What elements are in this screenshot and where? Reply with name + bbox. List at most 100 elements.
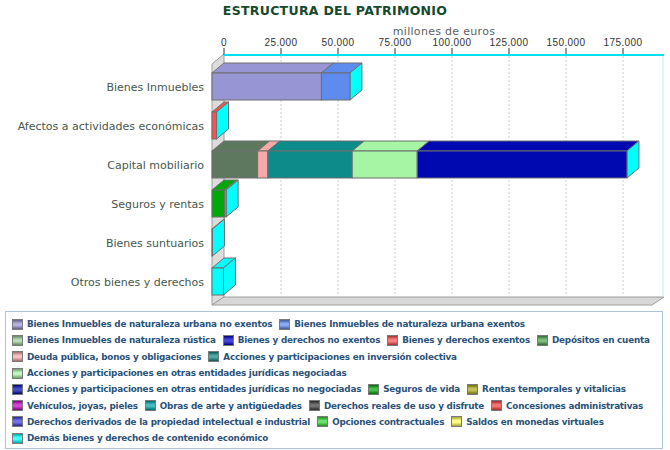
- bar-segment: [212, 268, 223, 295]
- x-tick-label: 150.000: [547, 37, 586, 48]
- legend-label: Demás bienes y derechos de contenido eco…: [27, 433, 268, 443]
- x-tick-label: 175.000: [604, 37, 643, 48]
- legend-label: Deuda pública, bonos y obligaciones: [27, 352, 201, 362]
- legend-swatch: [208, 351, 219, 362]
- legend-label: Obras de arte y antigüedades: [160, 401, 302, 411]
- legend-item: Demás bienes y derechos de contenido eco…: [12, 433, 268, 444]
- legend-row: Bienes Inmuebles de naturaleza rústica Bi…: [6, 332, 662, 348]
- category-label: Capital mobiliario: [107, 158, 204, 171]
- bar-segment: [212, 73, 321, 100]
- legend: Bienes Inmuebles de naturaleza urbana no…: [5, 311, 663, 449]
- legend-swatch: [12, 319, 23, 330]
- legend-swatch: [467, 384, 478, 395]
- legend-label: Concesiones administrativas: [506, 401, 643, 411]
- x-tick-label: 100.000: [433, 37, 472, 48]
- legend-item: Vehículos, joyas, pieles: [12, 400, 138, 411]
- legend-item: Bienes Inmuebles de naturaleza urbana no…: [12, 319, 272, 330]
- legend-row: Vehículos, joyas, pieles Obras de arte y …: [6, 397, 662, 413]
- legend-item: Derechos derivados de la propiedad intel…: [12, 416, 310, 427]
- legend-item: Seguros de vida: [368, 384, 460, 395]
- x-tick-label: 75.000: [379, 37, 412, 48]
- legend-label: Depósitos en cuenta: [552, 335, 650, 345]
- legend-swatch: [309, 400, 320, 411]
- legend-swatch: [451, 416, 462, 427]
- x-tick-label: 0: [221, 37, 227, 48]
- bar-segment: [417, 151, 627, 178]
- bar-segment: [321, 73, 350, 100]
- x-tick-label: 125.000: [490, 37, 529, 48]
- bar-segment: [225, 190, 227, 217]
- legend-item: Bienes Inmuebles de naturaleza urbana ex…: [279, 319, 525, 330]
- legend-row: Acciones y participaciones en otras enti…: [6, 381, 662, 397]
- legend-label: Derechos derivados de la propiedad intel…: [27, 417, 310, 427]
- legend-label: Bienes y derechos exentos: [402, 335, 530, 345]
- legend-swatch: [12, 400, 23, 411]
- legend-label: Bienes Inmuebles de naturaleza rústica: [27, 335, 216, 345]
- legend-label: Opciones contractuales: [332, 417, 444, 427]
- bar-segment: [268, 151, 352, 178]
- legend-swatch: [387, 335, 398, 346]
- category-label: Otros bienes y derechos: [71, 275, 204, 288]
- legend-label: Rentas temporales y vitalicias: [482, 384, 626, 394]
- legend-item: Bienes y derechos no exentos: [223, 335, 381, 346]
- legend-swatch: [491, 400, 502, 411]
- legend-label: Bienes y derechos no exentos: [238, 335, 381, 345]
- legend-swatch: [12, 351, 23, 362]
- legend-item: Acciones y participaciones en otras enti…: [12, 368, 346, 379]
- legend-swatch: [12, 335, 23, 346]
- legend-swatch: [317, 416, 328, 427]
- legend-item: Saldos en monedas virtuales: [451, 416, 604, 427]
- legend-item: Acciones y participaciones en inversión …: [208, 351, 456, 362]
- legend-item: Opciones contractuales: [317, 416, 444, 427]
- legend-swatch: [279, 319, 290, 330]
- bar-segment-top: [417, 141, 639, 151]
- legend-item: Acciones y participaciones en otras enti…: [12, 384, 361, 395]
- legend-item: Deuda pública, bonos y obligaciones: [12, 351, 201, 362]
- legend-swatch: [223, 335, 234, 346]
- legend-row: Acciones y participaciones en otras enti…: [6, 365, 662, 381]
- legend-label: Bienes Inmuebles de naturaleza urbana ex…: [294, 319, 525, 329]
- legend-label: Derechos reales de uso y disfrute: [324, 401, 484, 411]
- legend-label: Acciones y participaciones en inversión …: [223, 352, 456, 362]
- bar-segment: [212, 112, 217, 139]
- legend-label: Saldos en monedas virtuales: [466, 417, 604, 427]
- legend-label: Vehículos, joyas, pieles: [27, 401, 138, 411]
- legend-swatch: [12, 384, 23, 395]
- category-label: Bienes suntuarios: [106, 236, 204, 249]
- patrimony-chart: ESTRUCTURA DEL PATRIMONIO millones de eu…: [0, 0, 670, 450]
- bar-segment-top: [212, 63, 333, 73]
- legend-item: Bienes Inmuebles de naturaleza rústica: [12, 335, 216, 346]
- floor: [212, 297, 664, 305]
- x-tick-label: 25.000: [265, 37, 298, 48]
- legend-swatch: [537, 335, 548, 346]
- x-tick-label: 50.000: [322, 37, 355, 48]
- legend-label: Acciones y participaciones en otras enti…: [27, 384, 361, 394]
- legend-row: Bienes Inmuebles de naturaleza urbana no…: [6, 316, 662, 332]
- legend-item: Bienes y derechos exentos: [387, 335, 530, 346]
- legend-item: Depósitos en cuenta: [537, 335, 650, 346]
- category-label: Afectos a actividades económicas: [18, 119, 204, 132]
- legend-swatch: [145, 400, 156, 411]
- bar-segment: [212, 151, 258, 178]
- legend-row: Deuda pública, bonos y obligaciones Accio…: [6, 349, 662, 365]
- legend-swatch: [12, 433, 23, 444]
- bar-segment: [352, 151, 417, 178]
- legend-row: Derechos derivados de la propiedad intel…: [6, 414, 662, 430]
- legend-item: Concesiones administrativas: [491, 400, 643, 411]
- legend-label: Seguros de vida: [383, 384, 460, 394]
- bar-segment-top: [352, 141, 429, 151]
- legend-swatch: [12, 368, 23, 379]
- legend-item: Obras de arte y antigüedades: [145, 400, 302, 411]
- legend-item: Derechos reales de uso y disfrute: [309, 400, 484, 411]
- legend-item: Rentas temporales y vitalicias: [467, 384, 626, 395]
- legend-swatch: [12, 416, 23, 427]
- legend-label: Acciones y participaciones en otras enti…: [27, 368, 346, 378]
- bar-segment: [258, 151, 268, 178]
- category-label: Seguros y rentas: [111, 197, 204, 210]
- bar-segment-top: [268, 141, 364, 151]
- legend-row: Demás bienes y derechos de contenido eco…: [6, 430, 662, 446]
- legend-label: Bienes Inmuebles de naturaleza urbana no…: [27, 319, 272, 329]
- category-label: Bienes Inmuebles: [106, 80, 204, 93]
- legend-swatch: [368, 384, 379, 395]
- bar-segment: [212, 190, 225, 217]
